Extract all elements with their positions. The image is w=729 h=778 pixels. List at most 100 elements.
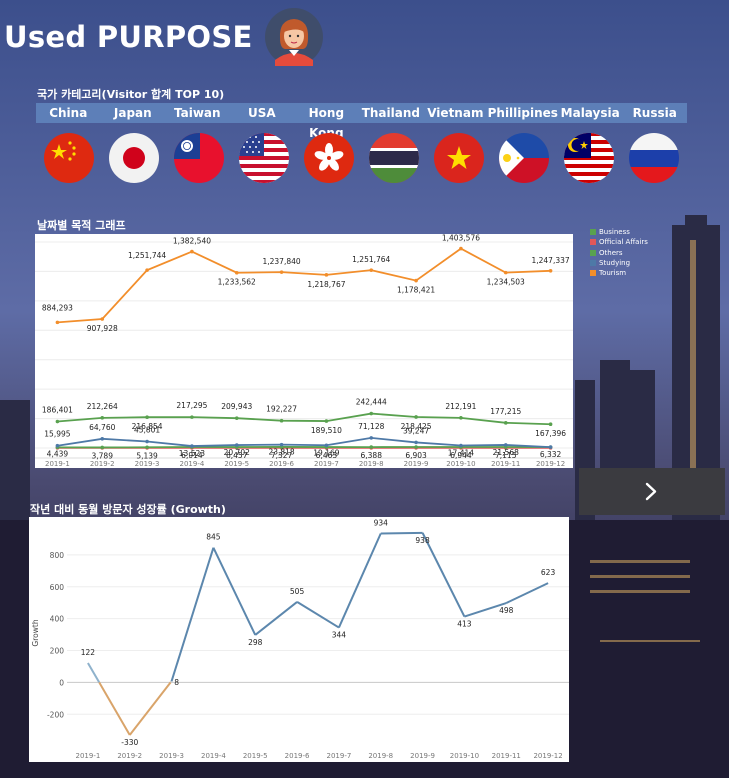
next-button[interactable] <box>579 468 725 515</box>
data-point-tourism[interactable] <box>503 270 508 275</box>
data-point-tourism[interactable] <box>414 278 418 283</box>
data-point-others[interactable] <box>324 419 329 423</box>
growth-data-label: 298 <box>248 638 263 647</box>
data-point-studying[interactable] <box>459 443 463 448</box>
data-point-business[interactable] <box>100 445 105 450</box>
growth-line-segment[interactable] <box>296 601 340 629</box>
data-point-business[interactable] <box>414 445 418 449</box>
series-line-tourism[interactable] <box>57 247 551 324</box>
data-point-studying[interactable] <box>503 443 508 447</box>
data-point-studying[interactable] <box>55 443 60 448</box>
data-point-others[interactable] <box>459 416 463 420</box>
data-point-others[interactable] <box>190 415 194 419</box>
data-point-studying[interactable] <box>369 436 374 440</box>
growth-line-segment[interactable] <box>505 582 549 604</box>
series-line-others[interactable] <box>57 412 551 426</box>
data-point-tourism[interactable] <box>234 270 239 275</box>
data-point-others[interactable] <box>369 411 374 416</box>
data-label-others: 217,295 <box>176 401 207 410</box>
growth-data-label: 344 <box>332 631 347 640</box>
data-point-business[interactable] <box>369 445 374 449</box>
country-name-russia[interactable]: Russia <box>632 106 677 120</box>
data-point-others[interactable] <box>279 418 284 423</box>
growth-line-segment[interactable] <box>128 681 172 736</box>
data-point-others[interactable] <box>55 419 60 424</box>
data-point-others[interactable] <box>145 415 149 419</box>
data-label-others: 212,264 <box>87 402 118 411</box>
legend-item-business[interactable]: Business <box>590 227 648 237</box>
growth-line-segment[interactable] <box>87 662 101 683</box>
philippines-flag-icon[interactable] <box>498 132 550 184</box>
data-label-business: 6,944 <box>450 451 472 460</box>
country-name-malaysia[interactable]: Malaysia <box>560 106 620 120</box>
data-point-studying[interactable] <box>414 440 418 445</box>
growth-line-segment[interactable] <box>380 531 423 535</box>
data-point-others[interactable] <box>100 416 105 420</box>
country-name-china[interactable]: China <box>49 106 88 120</box>
series-line-business[interactable] <box>57 446 551 449</box>
data-point-studying[interactable] <box>234 443 239 447</box>
data-point-tourism[interactable] <box>100 317 105 321</box>
growth-line-segment[interactable] <box>464 602 507 618</box>
x-tick-label: 2019-8 <box>368 752 393 760</box>
russia-flag-icon[interactable] <box>628 132 680 184</box>
data-point-tourism[interactable] <box>369 268 374 272</box>
data-point-studying[interactable] <box>100 436 105 441</box>
data-point-tourism[interactable] <box>459 246 463 251</box>
legend-item-tourism[interactable]: Tourism <box>590 268 648 278</box>
china-flag-icon[interactable] <box>43 132 95 184</box>
data-point-business[interactable] <box>145 445 149 450</box>
japan-flag-icon[interactable] <box>108 132 160 184</box>
country-name-usa[interactable]: USA <box>247 106 276 120</box>
x-tick-label: 2019-3 <box>135 460 160 468</box>
growth-line-segment[interactable] <box>254 601 298 636</box>
growth-line-segment[interactable] <box>169 680 173 684</box>
data-point-studying[interactable] <box>145 439 149 444</box>
data-label-studying: 19,169 <box>313 448 339 457</box>
country-name-taiwan[interactable]: Taiwan <box>174 106 221 120</box>
data-point-studying[interactable] <box>190 444 194 448</box>
usa-flag-icon[interactable] <box>238 132 290 184</box>
legend-item-official-affairs[interactable]: Official Affairs <box>590 237 648 247</box>
data-point-tourism[interactable] <box>55 320 60 325</box>
data-label-tourism: 1,251,744 <box>128 251 166 260</box>
data-label-others: 167,396 <box>535 429 566 438</box>
y-tick-label: 600 <box>50 583 65 592</box>
growth-data-label: 934 <box>374 519 389 528</box>
country-name-thailand[interactable]: Thailand <box>361 106 420 120</box>
data-point-studying[interactable] <box>548 445 553 449</box>
data-point-others[interactable] <box>548 422 553 427</box>
hong-kong-flag-icon[interactable] <box>303 132 355 184</box>
growth-line-segment[interactable] <box>212 547 257 636</box>
malaysia-flag-icon[interactable] <box>563 132 615 184</box>
data-label-tourism: 1,178,421 <box>397 286 435 295</box>
data-point-tourism[interactable] <box>279 270 284 274</box>
y-axis-label: Growth <box>31 619 40 646</box>
country-name-vietnam[interactable]: Vietnam <box>427 106 484 120</box>
series-line-studying[interactable] <box>57 436 551 448</box>
growth-line-segment[interactable] <box>98 681 131 736</box>
data-label-tourism: 1,382,540 <box>173 237 211 246</box>
growth-line-segment[interactable] <box>170 547 215 682</box>
vietnam-flag-icon[interactable] <box>433 132 485 184</box>
data-point-tourism[interactable] <box>548 268 553 273</box>
taiwan-flag-icon[interactable] <box>173 132 225 184</box>
thailand-flag-icon[interactable] <box>368 132 420 184</box>
data-point-others[interactable] <box>503 421 508 425</box>
data-label-business: 3,789 <box>92 451 114 460</box>
legend-item-studying[interactable]: Studying <box>590 258 648 268</box>
country-name-hong-kong[interactable]: Hong Kong <box>308 106 345 140</box>
data-point-others[interactable] <box>414 415 418 419</box>
data-point-others[interactable] <box>234 416 239 420</box>
data-point-tourism[interactable] <box>190 249 194 254</box>
data-point-studying[interactable] <box>279 442 284 447</box>
legend-item-others[interactable]: Others <box>590 248 648 258</box>
growth-line-segment[interactable] <box>338 533 382 628</box>
legend-label-tourism: Tourism <box>599 269 627 278</box>
growth-line-segment[interactable] <box>421 532 466 618</box>
country-name-phillipines[interactable]: Phillipines <box>487 106 558 120</box>
data-point-studying[interactable] <box>324 443 329 448</box>
data-point-tourism[interactable] <box>145 268 149 272</box>
data-point-tourism[interactable] <box>324 273 329 277</box>
country-name-japan[interactable]: Japan <box>113 106 152 120</box>
